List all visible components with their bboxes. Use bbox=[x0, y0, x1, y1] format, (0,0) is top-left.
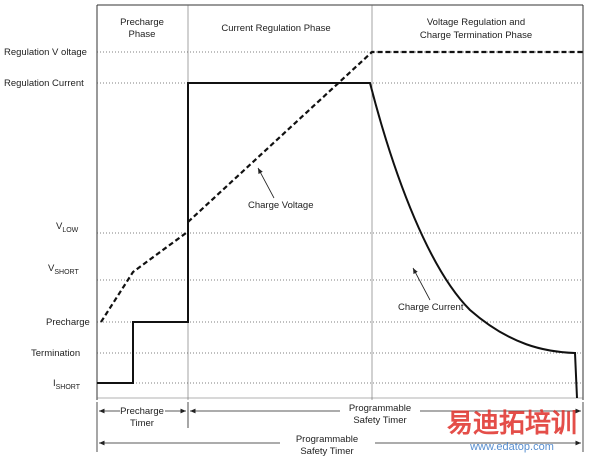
level-label: ISHORT bbox=[53, 378, 81, 391]
charge-current-curve bbox=[97, 82, 578, 399]
watermark-url: www.edatop.com bbox=[469, 441, 554, 453]
charge-voltage-curve bbox=[100, 50, 583, 323]
level-label: Regulation V oltage bbox=[4, 47, 87, 58]
phase-label: Charge Termination Phase bbox=[420, 30, 532, 41]
timer-label: Safety Timer bbox=[353, 415, 406, 426]
curve-label: Charge Current bbox=[398, 302, 464, 313]
level-label: VLOW bbox=[56, 221, 79, 234]
curve-label: Charge Voltage bbox=[248, 200, 314, 211]
phase-label: Voltage Regulation and bbox=[427, 17, 525, 28]
timers bbox=[96, 402, 584, 452]
pointer-arrow bbox=[412, 267, 431, 301]
timer-label: Precharge bbox=[120, 406, 164, 417]
timer-label: Timer bbox=[130, 418, 154, 429]
pointer-arrow bbox=[257, 167, 275, 199]
frame bbox=[96, 4, 584, 400]
watermark: 易迪拓培训 bbox=[447, 408, 577, 438]
timer-label: Programmable bbox=[349, 403, 411, 414]
phase-label: Phase bbox=[129, 29, 156, 40]
level-label: Termination bbox=[31, 348, 80, 359]
level-lines bbox=[97, 51, 583, 384]
level-label: Precharge bbox=[46, 317, 90, 328]
timer-label: Programmable bbox=[296, 434, 358, 445]
level-label: VSHORT bbox=[48, 263, 79, 276]
timer-label: Safety Timer bbox=[300, 446, 353, 457]
phase-label: Current Regulation Phase bbox=[221, 23, 330, 34]
level-label: Regulation Current bbox=[4, 78, 84, 89]
phase-label: Precharge bbox=[120, 17, 164, 28]
